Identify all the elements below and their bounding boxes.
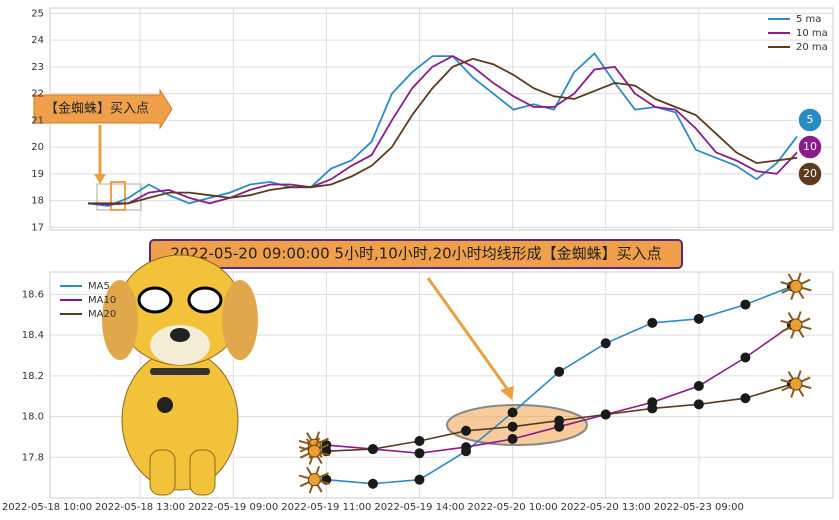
y-tick-label: 24 [31, 35, 44, 46]
y-tick-label: 18.0 [22, 412, 44, 423]
end-badge [797, 161, 823, 187]
spider-icon [298, 465, 330, 494]
ma-line [88, 57, 798, 205]
y-tick-label: 18.6 [22, 289, 44, 300]
end-badge [797, 107, 823, 133]
point [414, 448, 425, 459]
y-tick-label: 23 [31, 62, 44, 73]
point [414, 474, 425, 485]
point [507, 433, 518, 444]
spider-icon [298, 437, 330, 465]
spider-body [789, 377, 803, 391]
point [507, 421, 518, 432]
y-tick-label: 20 [31, 142, 44, 153]
end-badge-label: 20 [803, 167, 817, 180]
buy-annotation: 【金蜘蛛】买入点 [33, 88, 173, 211]
spider-icon [780, 370, 812, 398]
y-tick-label: 21 [31, 115, 44, 126]
legend-label: 20 ma [796, 42, 828, 53]
x-tick-label: 2022-05-23 09:00 [654, 502, 744, 513]
end-badge-label: 10 [803, 140, 817, 153]
y-tick-label: 18 [31, 196, 44, 207]
x-tick-label: 2022-05-19 11:00 [281, 502, 371, 513]
x-tick-label: 2022-05-20 13:00 [561, 502, 651, 513]
x-tick-label: 2022-05-19 09:00 [188, 502, 278, 513]
point [554, 415, 565, 426]
ma-line [87, 55, 798, 206]
spider-icon [780, 272, 812, 300]
legend-label: 5 ma [796, 14, 821, 25]
y-tick-label: 25 [31, 8, 44, 19]
legend-label: 10 ma [796, 28, 828, 39]
spider-body [789, 318, 803, 332]
grid-layer [50, 8, 833, 498]
point [740, 393, 751, 404]
point [647, 317, 658, 328]
point [600, 409, 611, 420]
point [693, 381, 704, 392]
x-tick-label: 2022-05-18 13:00 [95, 502, 185, 513]
point [367, 444, 378, 455]
point [693, 399, 704, 410]
point [554, 366, 565, 377]
spider-body [307, 473, 321, 487]
legend-label: MA10 [88, 295, 116, 306]
top-frame [49, 7, 834, 231]
point [507, 407, 518, 418]
arrow [426, 277, 510, 391]
point [461, 425, 472, 436]
spider-body [789, 279, 803, 293]
banner [149, 239, 683, 269]
point [600, 338, 611, 349]
arrow-head [500, 386, 514, 400]
bottom-frame [49, 271, 834, 499]
ma-line [326, 285, 793, 485]
legend-label: MA20 [88, 309, 116, 320]
y-tick-label: 17.8 [22, 452, 44, 463]
y-tick-label: 18.4 [22, 330, 44, 341]
banner-text: 2022-05-20 09:00:00 5小时,10小时,20小时均线形成【金蜘… [170, 245, 661, 263]
end-badge [797, 134, 823, 160]
ma-line [87, 52, 798, 207]
spider-dog [102, 254, 258, 496]
point [693, 313, 704, 324]
point [740, 299, 751, 310]
point [414, 435, 425, 446]
point [367, 478, 378, 489]
annotation-text: 【金蜘蛛】买入点 [45, 101, 149, 117]
point [461, 442, 472, 453]
point [740, 352, 751, 363]
point [647, 403, 658, 414]
end-badge-label: 5 [807, 113, 814, 126]
y-tick-label: 19 [31, 169, 44, 180]
spider-body [307, 444, 321, 458]
y-tick-label: 22 [31, 89, 44, 100]
y-tick-label: 18.2 [22, 371, 44, 382]
spider-icon [780, 311, 812, 339]
x-tick-label: 2022-05-19 14:00 [374, 502, 464, 513]
x-tick-label: 2022-05-18 10:00 [2, 502, 92, 513]
x-tick-label: 2022-05-20 10:00 [468, 502, 558, 513]
y-tick-label: 17 [31, 222, 44, 233]
legend-label: MA5 [88, 281, 110, 292]
